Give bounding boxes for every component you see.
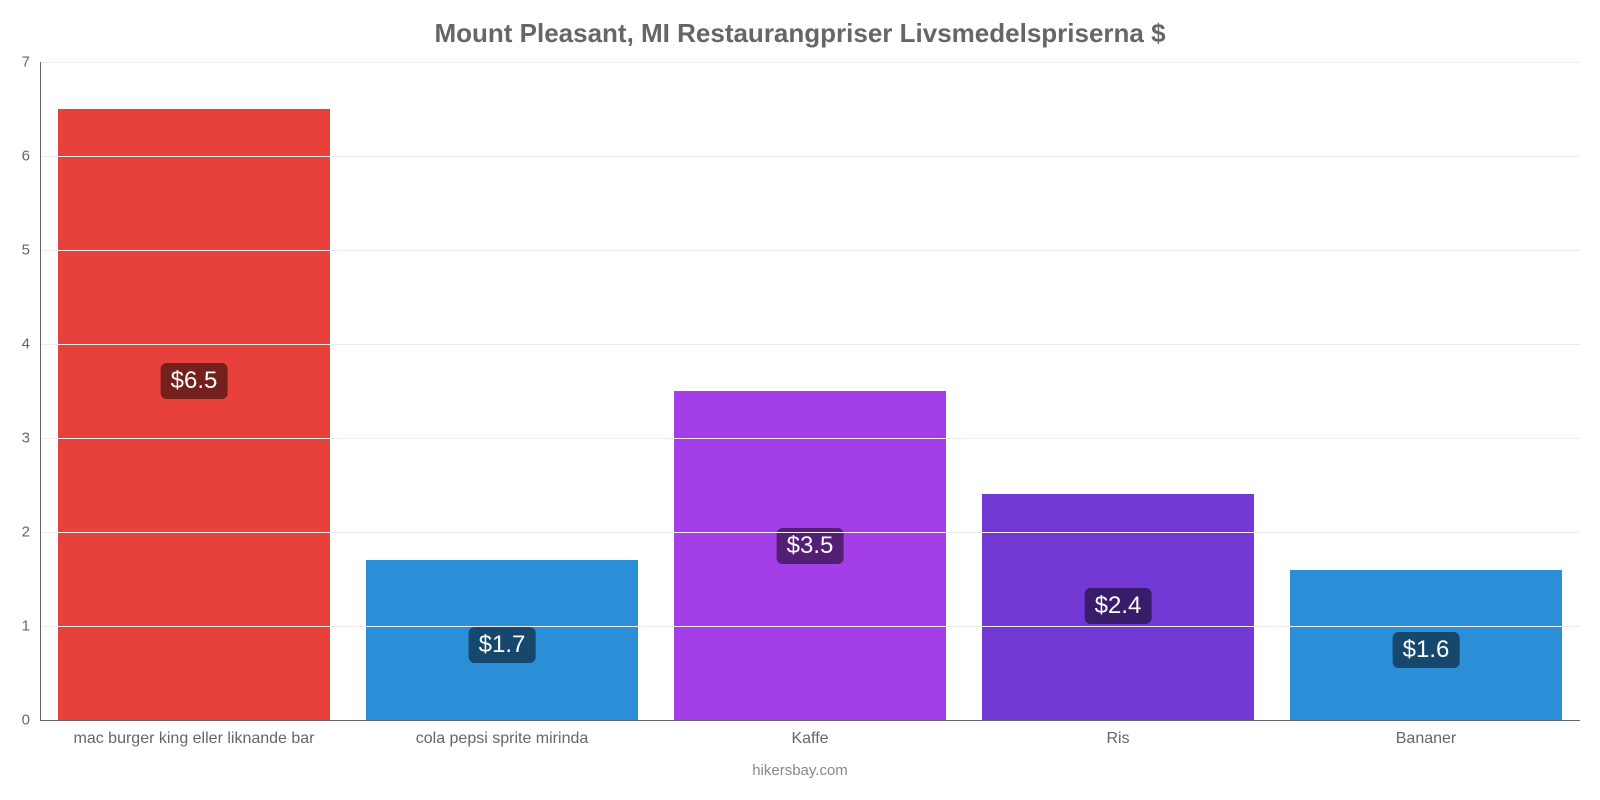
y-axis (40, 62, 41, 720)
gridline (40, 720, 1580, 721)
bar: $3.5 (674, 391, 945, 720)
bar: $6.5 (58, 109, 329, 720)
x-tick-label: cola pepsi sprite mirinda (416, 730, 589, 748)
gridline (40, 250, 1580, 251)
y-tick-label: 1 (0, 618, 30, 635)
y-tick-label: 5 (0, 242, 30, 259)
bars-layer: $6.5 $1.7 $3.5 $2.4 $1.6 (40, 62, 1580, 720)
value-badge: $2.4 (1085, 588, 1152, 624)
y-tick-label: 0 (0, 712, 30, 729)
chart-footer: hikersbay.com (0, 762, 1600, 779)
y-tick-label: 6 (0, 148, 30, 165)
plot-area: $6.5 $1.7 $3.5 $2.4 $1.6 (40, 62, 1580, 720)
y-tick-label: 7 (0, 54, 30, 71)
chart-container: Mount Pleasant, MI Restaurangpriser Livs… (0, 0, 1600, 800)
gridline (40, 62, 1580, 63)
y-tick-label: 3 (0, 430, 30, 447)
x-tick-label: Ris (1106, 730, 1129, 748)
gridline (40, 344, 1580, 345)
gridline (40, 532, 1580, 533)
chart-title: Mount Pleasant, MI Restaurangpriser Livs… (0, 0, 1600, 49)
x-tick-label: Bananer (1396, 730, 1457, 748)
y-tick-label: 4 (0, 336, 30, 353)
gridline (40, 438, 1580, 439)
x-tick-label: Kaffe (791, 730, 828, 748)
bar: $2.4 (982, 494, 1253, 720)
bar: $1.6 (1290, 570, 1561, 720)
x-tick-label: mac burger king eller liknande bar (73, 730, 314, 748)
bar: $1.7 (366, 560, 637, 720)
value-badge: $1.7 (469, 627, 536, 663)
y-tick-label: 2 (0, 524, 30, 541)
gridline (40, 626, 1580, 627)
gridline (40, 156, 1580, 157)
value-badge: $6.5 (161, 363, 228, 399)
value-badge: $1.6 (1393, 632, 1460, 668)
